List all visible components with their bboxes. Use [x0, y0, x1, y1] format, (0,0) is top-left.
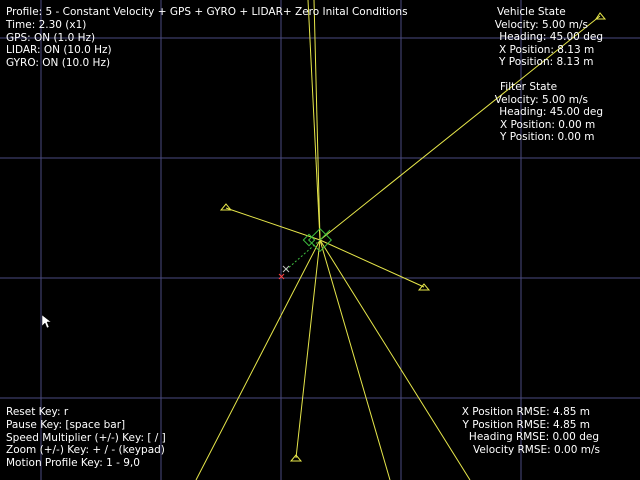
- help-pause-key: Pause Key: [space bar]: [6, 419, 126, 431]
- lidar-status: LIDAR: ON (10.0 Hz): [6, 44, 112, 56]
- lidar-beam: [307, 0, 321, 241]
- help-motion-key: Motion Profile Key: 1 - 9,0: [6, 457, 140, 469]
- velocity-rmse: Velocity RMSE: 0.00 m/s: [472, 444, 600, 456]
- lidar-beam: [195, 239, 321, 480]
- vehicle-y-position: Y Position: 8.13 m: [499, 56, 594, 68]
- profile-label: Profile: 5 - Constant Velocity + GPS + G…: [6, 6, 408, 18]
- landmark-marker: [289, 454, 303, 462]
- vehicle-icon: [302, 227, 333, 253]
- lidar-beam: [295, 239, 321, 459]
- vehicle-state-title: Vehicle State: [497, 6, 566, 18]
- lidar-beam: [319, 15, 601, 241]
- filter-x-position: X Position: 0.00 m: [500, 119, 596, 131]
- filter-heading: Heading: 45.00 deg: [499, 106, 603, 118]
- filter-velocity: Velocity: 5.00 m/s: [494, 94, 588, 106]
- heading-rmse: Heading RMSE: 0.00 deg: [468, 431, 599, 443]
- landmarks: [219, 12, 607, 462]
- x-position-rmse: X Position RMSE: 4.85 m: [461, 406, 590, 418]
- filter-state-title: Filter State: [500, 81, 558, 93]
- vehicle-heading: Heading: 45.00 deg: [499, 31, 603, 43]
- gps-measurement-marker: [278, 273, 285, 280]
- vehicle-velocity: Velocity: 5.00 m/s: [494, 19, 588, 31]
- filter-y-position: Y Position: 0.00 m: [500, 131, 595, 143]
- lidar-beam: [319, 239, 391, 480]
- filter-estimate-marker: [282, 265, 290, 273]
- lidar-beam: [319, 239, 471, 480]
- landmark-marker: [595, 12, 607, 20]
- help-reset-key: Reset Key: r: [6, 406, 69, 418]
- lidar-beams: [195, 0, 601, 480]
- gps-status: GPS: ON (1.0 Hz): [6, 32, 96, 44]
- vehicle-x-position: X Position: 8.13 m: [499, 44, 595, 56]
- help-speed-key: Speed Multiplier (+/-) Key: [ / ]: [6, 432, 166, 444]
- landmark-marker: [417, 283, 431, 291]
- help-zoom-key: Zoom (+/-) Key: + / - (keypad): [6, 444, 165, 456]
- lidar-beam: [319, 239, 425, 288]
- mouse-cursor-icon: [41, 314, 52, 329]
- gyro-status: GYRO: ON (10.0 Hz): [6, 57, 111, 69]
- y-position-rmse: Y Position RMSE: 4.85 m: [462, 419, 590, 431]
- time-label: Time: 2.30 (x1): [6, 19, 87, 31]
- lidar-beam: [225, 207, 321, 241]
- landmark-marker: [219, 203, 233, 211]
- lidar-beam: [313, 0, 321, 241]
